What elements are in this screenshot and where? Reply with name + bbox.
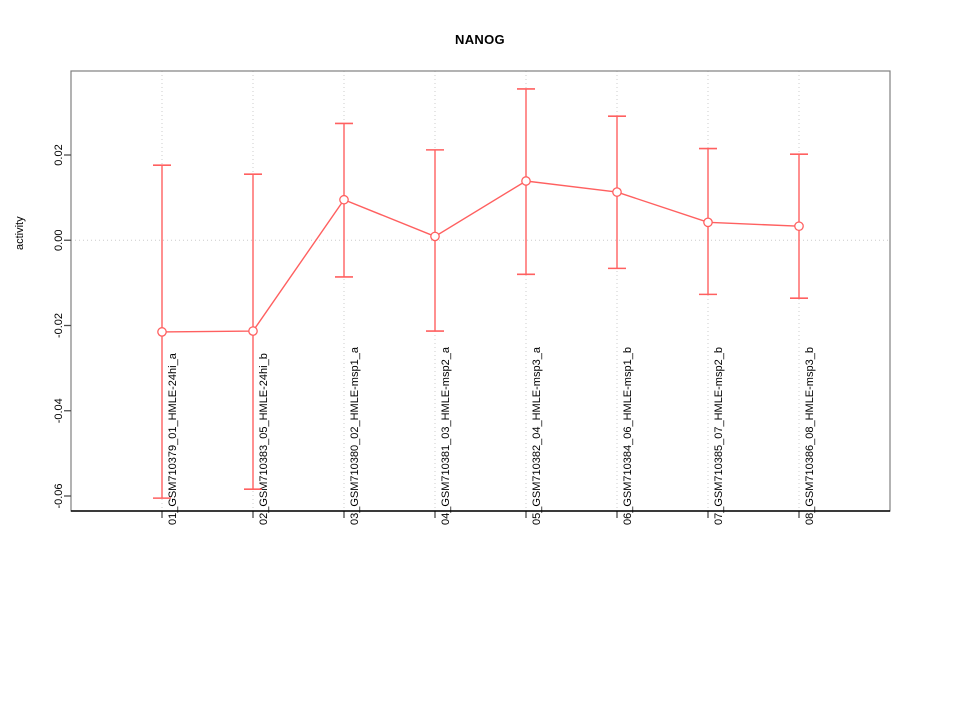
chart-title: NANOG xyxy=(455,32,505,47)
data-points xyxy=(157,176,804,337)
plot-frame xyxy=(70,70,891,512)
series-line xyxy=(161,180,800,333)
error-bars xyxy=(153,88,808,499)
axis-ticks xyxy=(64,154,890,518)
gridlines xyxy=(71,71,890,511)
